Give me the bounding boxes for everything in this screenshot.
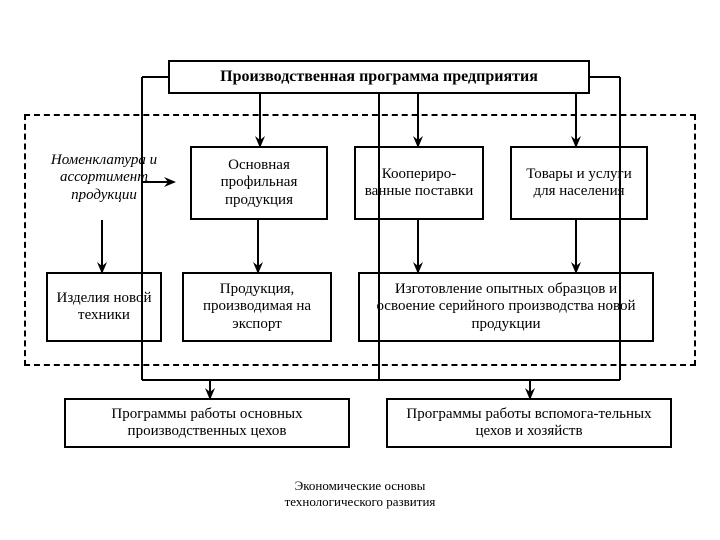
node-main-product: Основная профильная продукция <box>190 146 328 220</box>
node-export-text: Продукция, производимая на экспорт <box>190 281 324 333</box>
node-nomenclature: Номенклатура и ассортимент продукции <box>34 152 174 220</box>
node-title: Производственная программа предприятия <box>168 60 590 94</box>
node-export: Продукция, производимая на экспорт <box>182 272 332 342</box>
node-cooperative-text: Коопериро-ванные поставки <box>362 166 476 201</box>
node-aux-workshops-text: Программы работы вспомога-тельных цехов … <box>394 406 664 441</box>
caption-line1: Экономические основы <box>295 478 426 493</box>
node-main-workshops-text: Программы работы основных производственн… <box>72 406 342 441</box>
node-new-tech: Изделия новой техники <box>46 272 162 342</box>
node-goods-services-text: Товары и услуги для населения <box>518 166 640 201</box>
node-prototypes: Изготовление опытных образцов и освоение… <box>358 272 654 342</box>
node-prototypes-text: Изготовление опытных образцов и освоение… <box>366 281 646 333</box>
node-nomenclature-text: Номенклатура и ассортимент продукции <box>51 152 157 203</box>
node-aux-workshops: Программы работы вспомога-тельных цехов … <box>386 398 672 448</box>
node-title-text: Производственная программа предприятия <box>220 68 538 86</box>
node-cooperative: Коопериро-ванные поставки <box>354 146 484 220</box>
node-main-workshops: Программы работы основных производственн… <box>64 398 350 448</box>
caption-line2: технологического развития <box>285 494 436 509</box>
diagram-stage: Производственная программа предприятия Н… <box>0 0 720 540</box>
node-main-product-text: Основная профильная продукция <box>198 157 320 209</box>
caption: Экономические основы технологического ра… <box>0 478 720 510</box>
node-new-tech-text: Изделия новой техники <box>54 290 154 325</box>
node-goods-services: Товары и услуги для населения <box>510 146 648 220</box>
